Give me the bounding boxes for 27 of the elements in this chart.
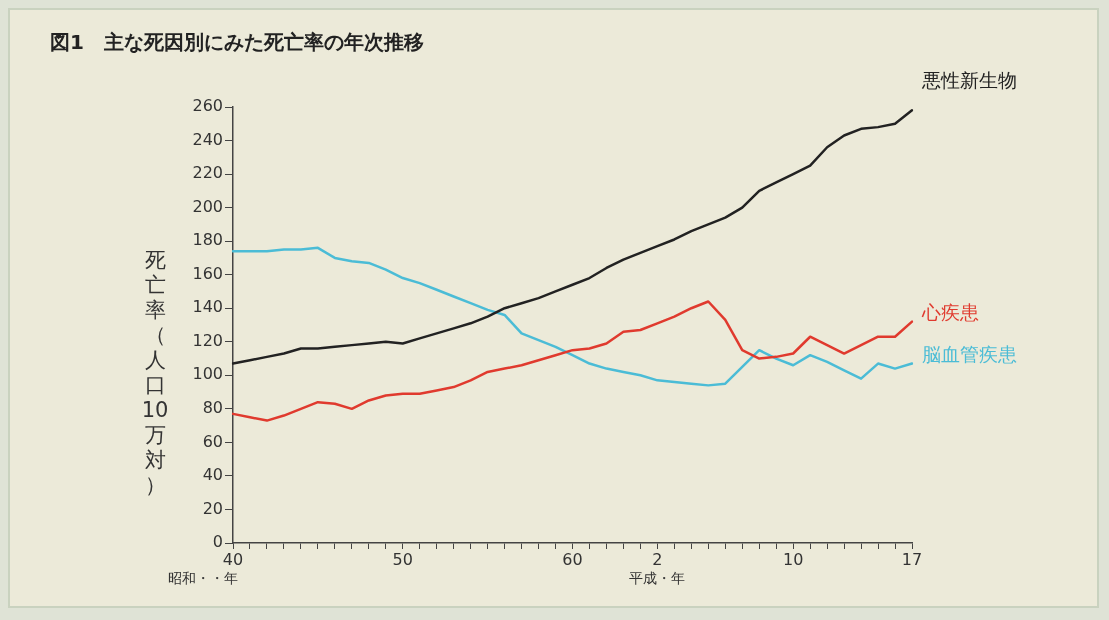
text: 昭和・・年 bbox=[168, 569, 238, 586]
y-tick-label: 100 bbox=[192, 364, 223, 384]
y-tick-label: 240 bbox=[192, 129, 223, 149]
chart-title: 図1 主な死因別にみた死亡率の年次推移 bbox=[50, 30, 424, 55]
series-label: 悪性新生物 bbox=[921, 69, 1017, 92]
y-tick-label: 0 bbox=[212, 532, 223, 552]
series-label: 心疾患 bbox=[921, 300, 979, 323]
text: 死亡率（人口10万対） bbox=[141, 248, 169, 497]
x-tick-label: 40 bbox=[222, 549, 244, 569]
y-tick-label: 260 bbox=[192, 96, 223, 116]
x-tick-label: 50 bbox=[392, 549, 413, 569]
x-tick-label: 17 bbox=[901, 549, 923, 569]
y-tick-label: 140 bbox=[192, 297, 223, 317]
y-tick-label: 120 bbox=[192, 330, 223, 350]
y-tick-label: 200 bbox=[192, 196, 223, 216]
text: 平成・年 bbox=[629, 569, 686, 586]
y-tick-label: 80 bbox=[202, 398, 223, 417]
x-tick-label: 2 bbox=[652, 549, 663, 569]
y-tick-label: 40 bbox=[202, 465, 223, 485]
y-tick-label: 20 bbox=[202, 498, 223, 518]
y-tick-label: 220 bbox=[192, 163, 223, 183]
series-label: 脳血管疾患 bbox=[922, 342, 1017, 365]
y-tick-label: 60 bbox=[202, 431, 223, 451]
y-tick-label: 180 bbox=[192, 230, 223, 250]
x-tick-label: 10 bbox=[783, 549, 804, 569]
y-tick-label: 160 bbox=[192, 263, 223, 283]
x-tick-label: 60 bbox=[562, 549, 583, 569]
